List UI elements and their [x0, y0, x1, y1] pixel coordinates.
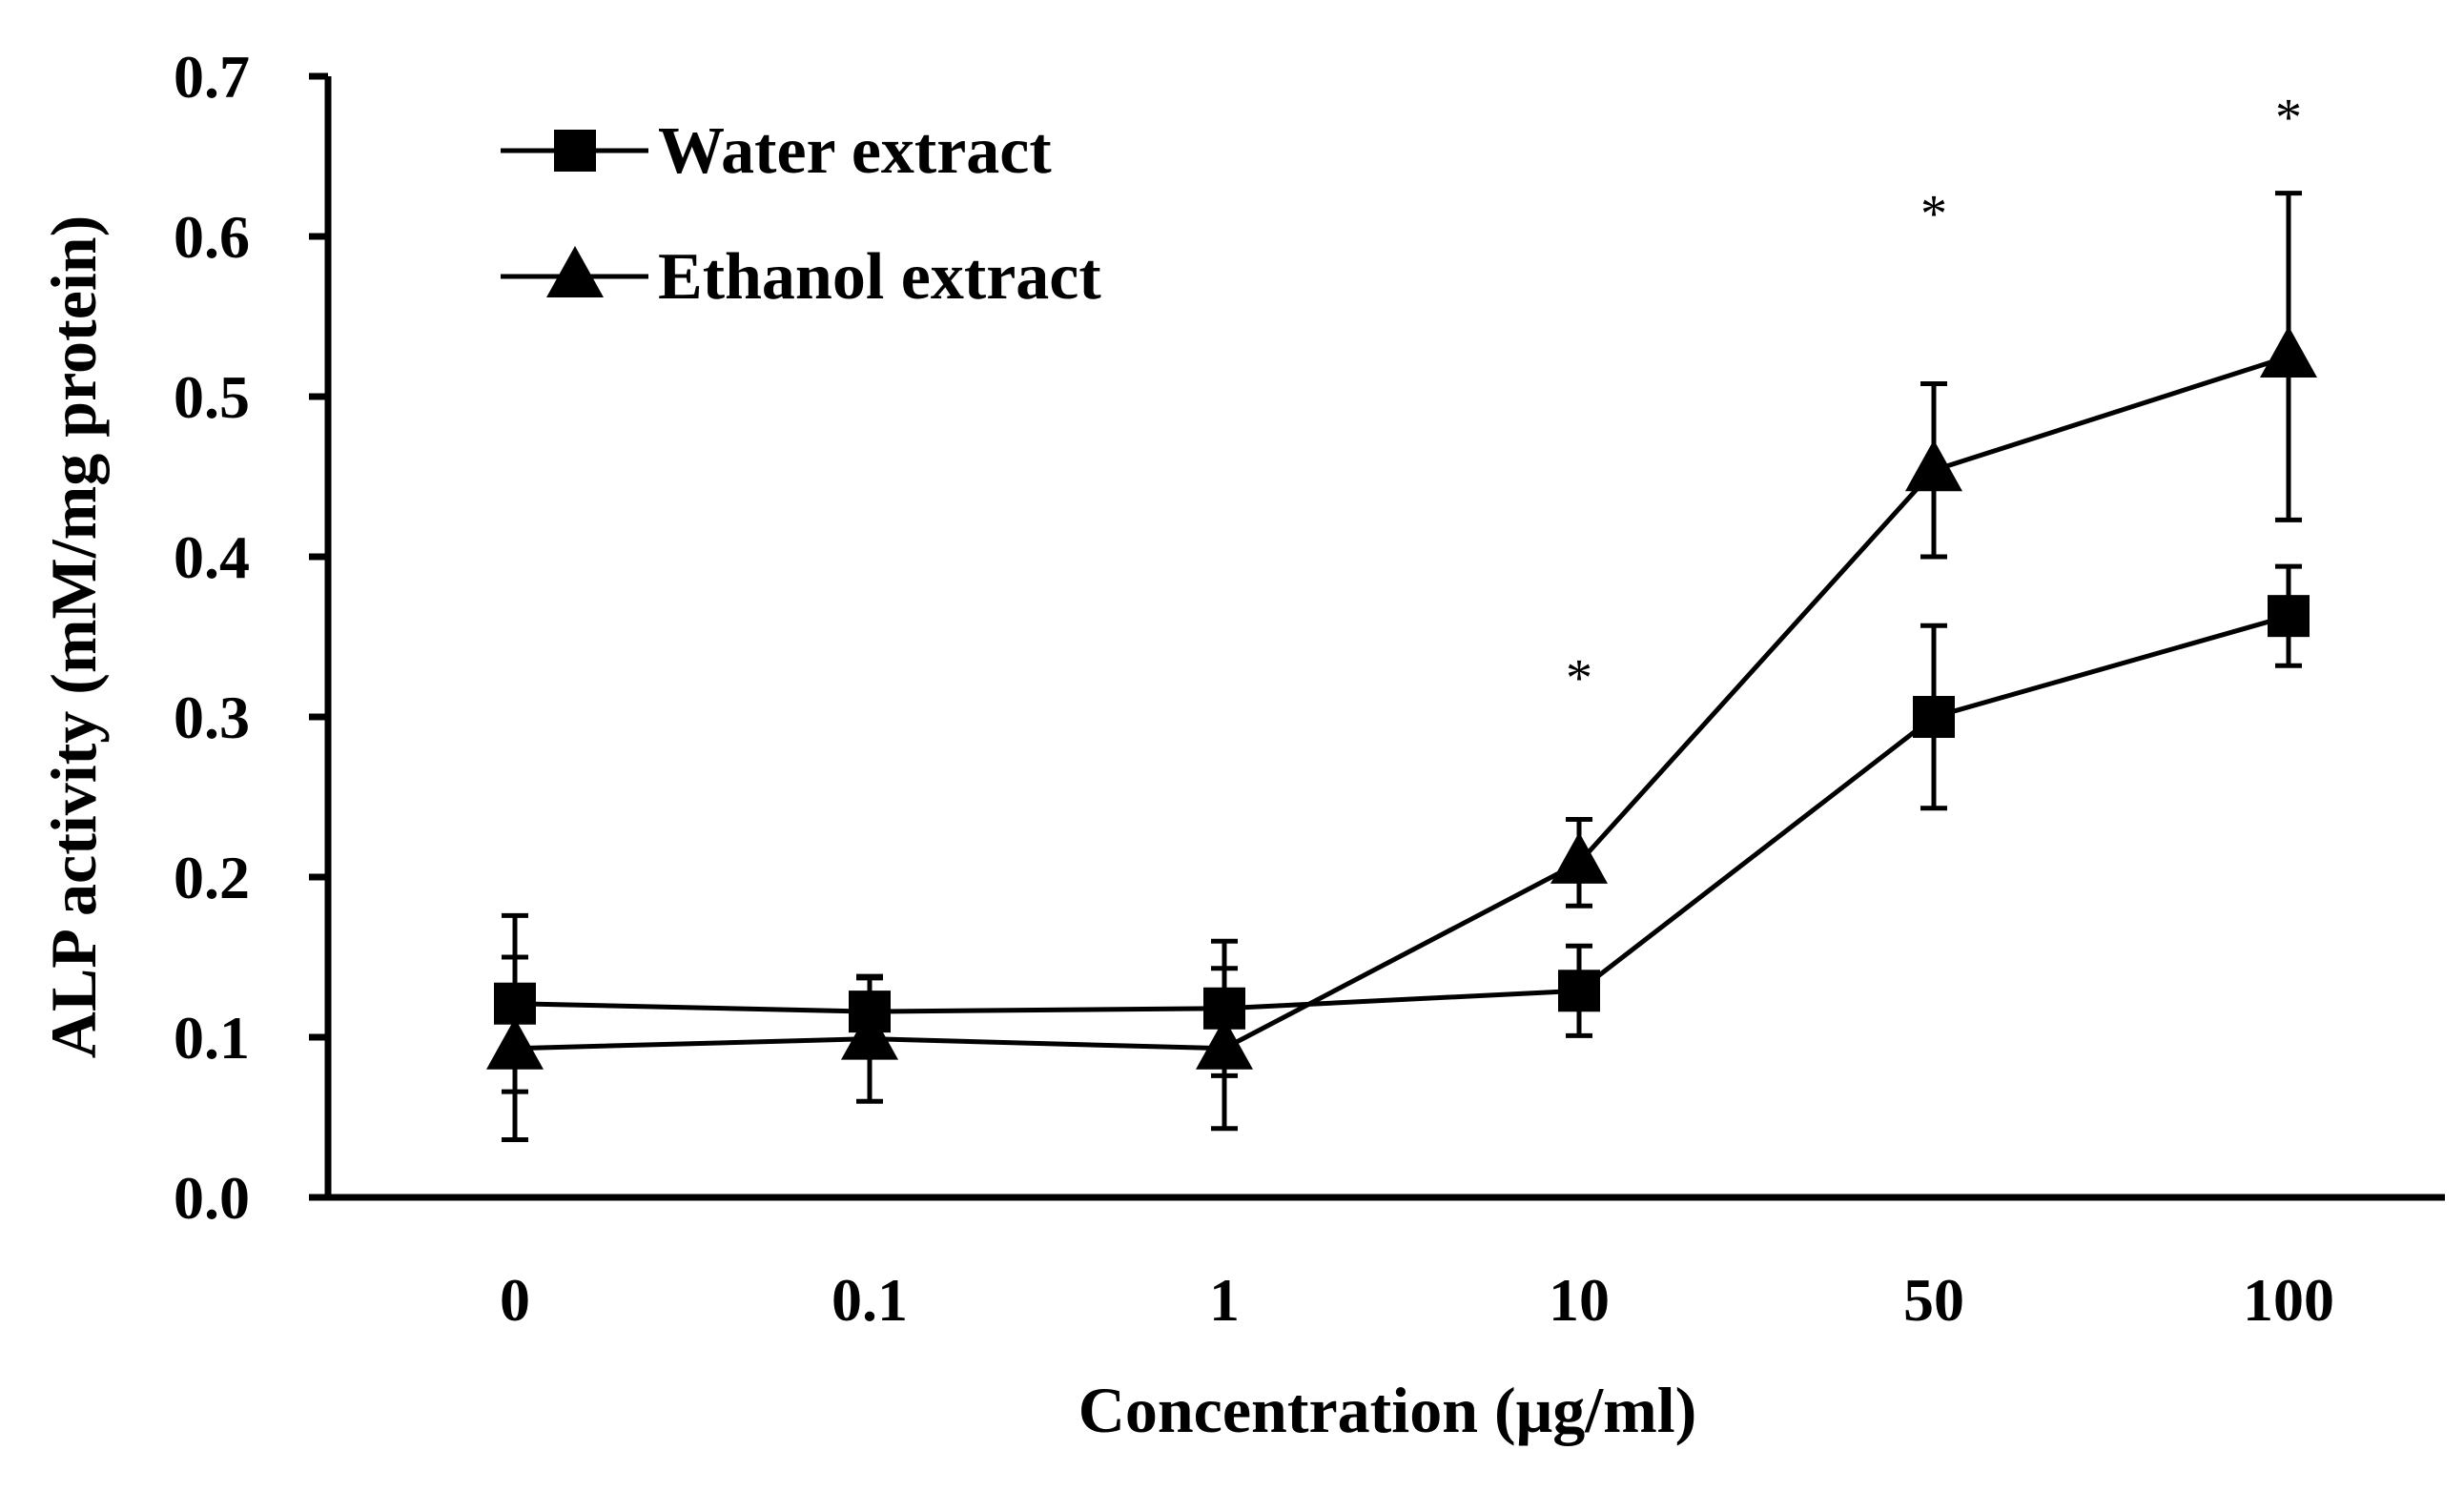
y-ticks: 0.0 0.1 0.2 0.3 0.4 0.5 0.6 0.7 — [174, 43, 328, 1232]
x-tick-label: 50 — [1903, 1266, 1964, 1334]
legend-marker-ethanol — [546, 246, 604, 297]
data-point-marker — [1558, 970, 1600, 1012]
x-tick-label: 10 — [1549, 1266, 1610, 1334]
data-point-marker — [2260, 326, 2317, 378]
data-point-marker — [1905, 439, 1962, 492]
x-tick-label: 100 — [2243, 1266, 2334, 1334]
legend-label-water: Water extract — [658, 114, 1052, 188]
axes — [324, 76, 2445, 1201]
y-tick-label: 0.5 — [174, 363, 250, 431]
y-tick-label: 0.2 — [174, 844, 250, 911]
data-point-marker — [1196, 1017, 1253, 1070]
series-water — [494, 563, 2310, 1094]
data-point-marker — [841, 1008, 898, 1060]
x-tick-label: 0.1 — [832, 1266, 908, 1334]
legend-label-ethanol: Ethanol extract — [658, 240, 1101, 314]
y-tick-label: 0.6 — [174, 203, 250, 271]
y-tick-label: 0.0 — [174, 1164, 250, 1232]
significance-marks: * * * — [1566, 89, 2302, 708]
significance-asterisk: * — [2275, 89, 2302, 148]
y-axis-title: ALP activity (mM/mg protein) — [37, 215, 110, 1058]
legend: Water extract Ethanol extract — [501, 114, 1101, 314]
significance-asterisk: * — [1566, 649, 1592, 708]
significance-asterisk: * — [1920, 184, 1947, 243]
y-tick-label: 0.4 — [174, 523, 250, 591]
x-axis-title: Concentration (μg/ml) — [1078, 1374, 1697, 1446]
x-tick-label: 1 — [1209, 1266, 1240, 1334]
data-point-marker — [1550, 831, 1608, 884]
legend-marker-water — [554, 130, 596, 172]
y-tick-label: 0.1 — [174, 1004, 250, 1072]
series-layer — [486, 191, 2317, 1143]
data-point-marker — [2268, 595, 2310, 638]
y-tick-label: 0.7 — [174, 43, 250, 111]
data-point-marker — [486, 1017, 544, 1070]
y-tick-label: 0.3 — [174, 684, 250, 751]
series-ethanol — [486, 191, 2317, 1143]
x-ticks: 0 0.1 1 10 50 100 — [500, 1266, 2334, 1334]
series-line — [514, 354, 2289, 1052]
series-line — [514, 613, 2289, 1014]
x-tick-label: 0 — [500, 1266, 530, 1334]
data-point-marker — [1913, 696, 1955, 738]
